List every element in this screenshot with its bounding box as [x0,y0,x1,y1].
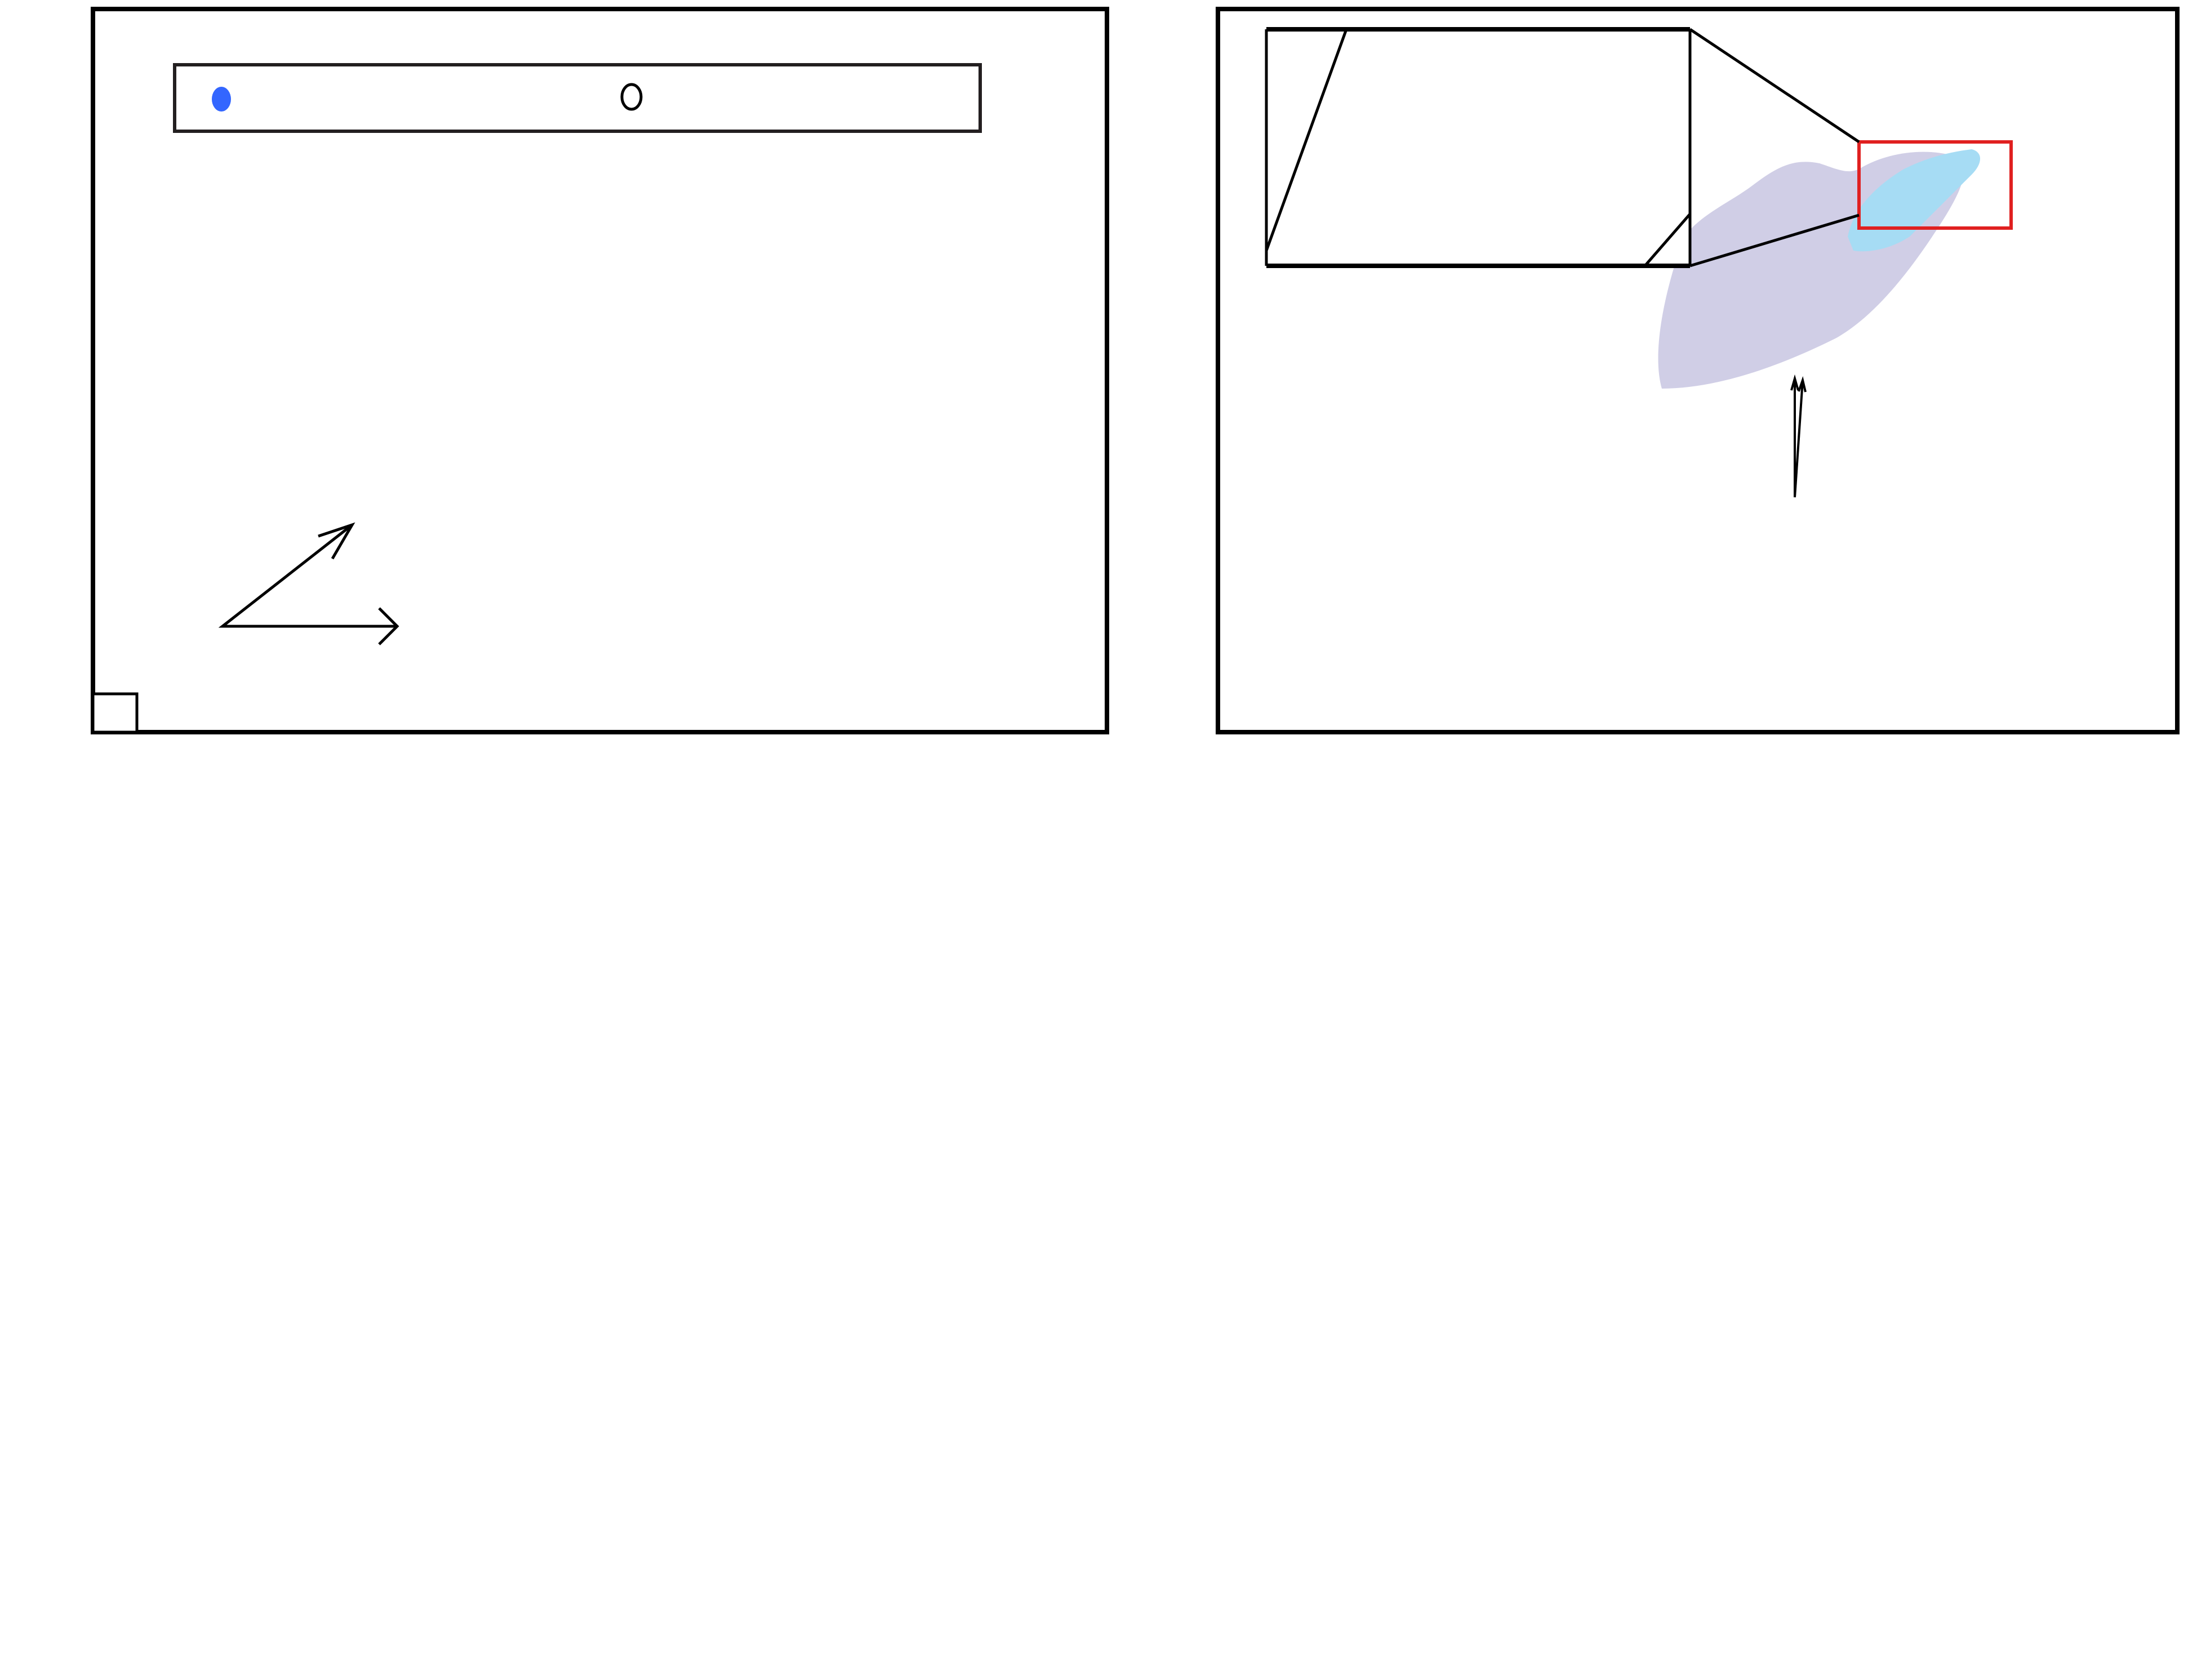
partial-melting-arrowhead-icon [318,522,355,560]
legend-filled-circle-icon [212,87,231,112]
legend-open-circle-icon [620,83,643,111]
panel-b [1216,7,2180,734]
vector-c-arrow-icon [1794,380,1804,498]
fractional-crystallization-arrowhead-icon [378,607,399,645]
inset-plot [1265,27,1692,268]
panel-a-legend [173,63,982,133]
vector-lines [218,524,397,628]
legend-box [173,63,982,133]
inset-lower-array-line [1644,213,1691,267]
inset-connector-bottom [1689,213,1860,268]
panel-b-frame [1216,7,2180,734]
panel-a-frame [91,7,1109,734]
inset-connector-top [1689,28,1860,144]
inset-upper-array-line [1265,29,1348,251]
inset-highlight-box [1857,140,2013,230]
square-samples-field [1848,149,1980,252]
panel-a-letter-box [91,692,139,734]
panel-b-vectors [1790,374,1807,498]
panel-a-process-vectors [218,522,399,645]
panel-a [91,7,1109,734]
